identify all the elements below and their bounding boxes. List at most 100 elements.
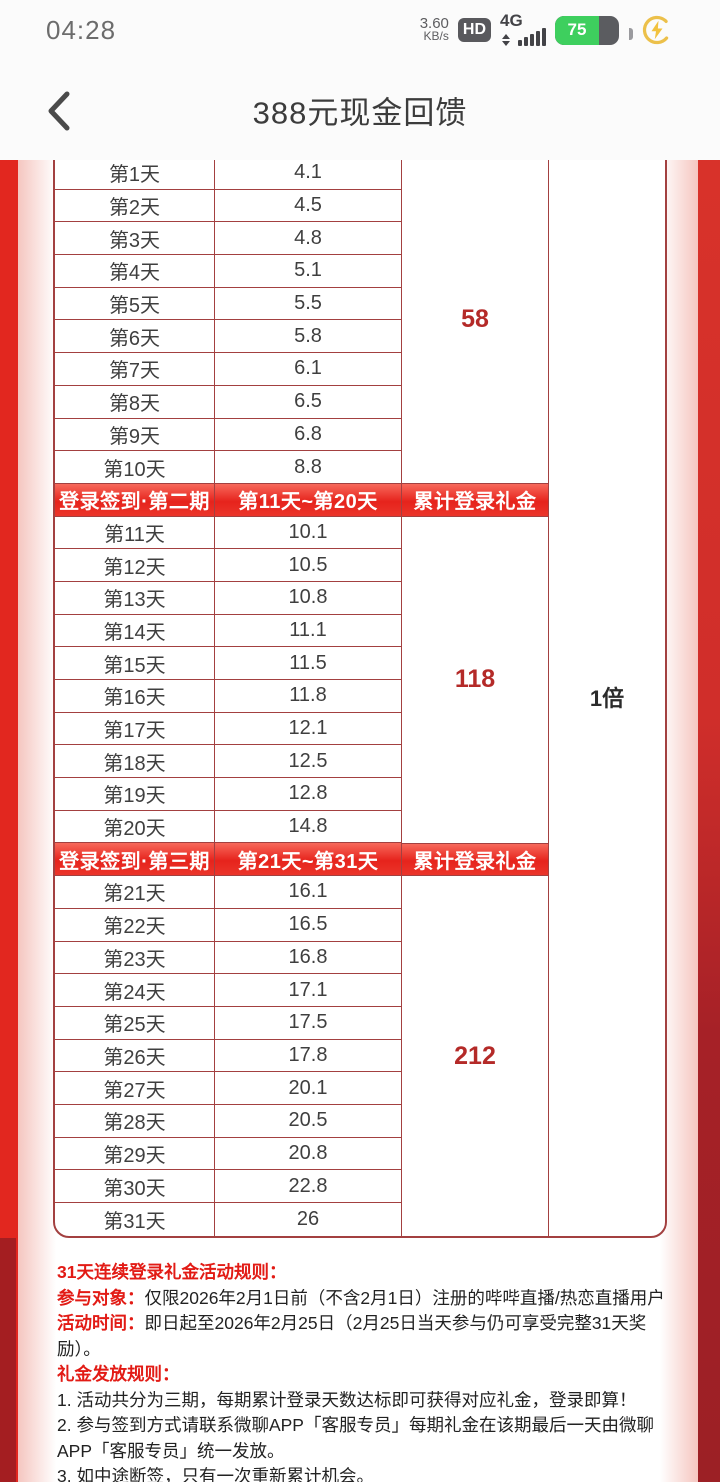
amount-cell: 6.5 <box>215 386 401 419</box>
background-right-band <box>697 160 720 1482</box>
amount-cell: 5.8 <box>215 320 401 354</box>
amount-cell: 20.1 <box>215 1072 401 1105</box>
data-updown-arrows-icon <box>502 34 510 46</box>
rules-audience-label: 参与对象： <box>57 1287 145 1308</box>
amount-cell: 14.8 <box>215 811 401 844</box>
day-cell: 第17天 <box>55 713 214 746</box>
cumulative-total: 58 <box>461 305 489 334</box>
column-multiplier: 1倍 <box>549 160 665 1236</box>
day-cell: 第10天 <box>55 451 214 484</box>
cumulative-header: 累计登录礼金 <box>402 843 548 877</box>
day-cell: 第19天 <box>55 778 214 811</box>
day-cell: 第3天 <box>55 222 214 256</box>
signal-bars-icon <box>518 28 546 46</box>
day-cell: 第2天 <box>55 190 214 223</box>
column-cumulative: 58 累计登录礼金 118 累计登录礼金 212 <box>402 160 549 1236</box>
hd-volte-icon: HD <box>457 18 491 42</box>
amount-cell: 12.5 <box>215 745 401 779</box>
amount-cell: 22.8 <box>215 1170 401 1203</box>
activity-rules: 31天连续登录礼金活动规则： 参与对象：仅限2026年2月1日前（不含2月1日）… <box>57 1260 669 1482</box>
amount-cell: 17.1 <box>215 974 401 1007</box>
cellular-signal-icon: 4G <box>500 11 546 47</box>
back-button[interactable] <box>36 88 80 134</box>
amount-cell: 10.5 <box>215 549 401 582</box>
day-cell: 第4天 <box>55 255 214 288</box>
period-3-header: 登录签到·第三期 <box>55 843 214 877</box>
day-cell: 第9天 <box>55 419 214 452</box>
chevron-left-icon <box>48 91 70 131</box>
amount-cell: 10.1 <box>215 517 401 550</box>
day-cell: 第27天 <box>55 1072 214 1105</box>
status-bar: 04:28 3.60 KB/s HD 4G 75 <box>0 0 720 60</box>
column-amount: 4.1 4.5 4.8 5.1 5.5 5.8 6.1 6.5 6.8 8.8 … <box>215 160 402 1236</box>
day-cell: 第24天 <box>55 974 214 1007</box>
cumulative-cell-period-3: 212 <box>402 876 548 1236</box>
network-speed: 3.60 KB/s <box>419 15 449 43</box>
day-cell: 第22天 <box>55 909 214 942</box>
amount-cell: 5.5 <box>215 288 401 321</box>
status-icons: 3.60 KB/s HD 4G 75 <box>419 11 672 47</box>
rules-time-label: 活动时间： <box>57 1313 145 1333</box>
day-cell: 第12天 <box>55 549 214 582</box>
amount-cell: 11.1 <box>215 615 401 648</box>
page-title: 388元现金回馈 <box>252 95 468 131</box>
multiplier-cell: 1倍 <box>589 685 625 711</box>
rules-item-3: 3. 如中途断签，只有一次重新累计机会。 <box>57 1466 374 1482</box>
cumulative-cell-period-2: 118 <box>402 517 548 844</box>
day-cell: 第15天 <box>55 647 214 680</box>
period-2-header: 登录签到·第二期 <box>55 483 214 517</box>
amount-cell: 20.5 <box>215 1105 401 1138</box>
day-cell: 第18天 <box>55 745 214 779</box>
day-cell: 第30天 <box>55 1170 214 1203</box>
amount-cell: 6.1 <box>215 353 401 386</box>
background-left-dark-strip <box>0 1238 16 1482</box>
day-cell: 第29天 <box>55 1138 214 1171</box>
rules-time: 活动时间：即日起至2026年2月25日（2月25日当天参与仍可享受完整31天奖励… <box>57 1311 669 1362</box>
amount-cell: 6.8 <box>215 419 401 452</box>
amount-cell: 26 <box>296 1207 320 1230</box>
signin-reward-table: 第1天 第2天 第3天 第4天 第5天 第6天 第7天 第8天 第9天 第10天… <box>53 160 667 1238</box>
rules-item-1: 1. 活动共分为三期，每期累计登录天数达标即可获得对应礼金，登录即算！ <box>57 1389 637 1410</box>
day-cell: 第5天 <box>55 288 214 321</box>
page-content[interactable]: 第1天 第2天 第3天 第4天 第5天 第6天 第7天 第8天 第9天 第10天… <box>0 160 720 1482</box>
amount-cell: 16.8 <box>215 942 401 975</box>
day-cell: 第31天 <box>103 1210 166 1233</box>
cumulative-header: 累计登录礼金 <box>402 483 548 517</box>
day-cell: 第1天 <box>55 160 214 190</box>
day-cell: 第28天 <box>55 1105 214 1138</box>
day-cell: 第23天 <box>55 942 214 975</box>
rules-audience-text: 仅限2026年2月1日前（不含2月1日）注册的哔哔直播/热恋直播用户 <box>144 1287 665 1308</box>
battery-nub <box>629 28 633 40</box>
rules-time-text: 即日起至2026年2月25日（2月25日当天参与仍可享受完整31天奖励）。 <box>57 1313 647 1359</box>
day-cell: 第14天 <box>55 615 214 648</box>
amount-cell: 12.8 <box>215 778 401 811</box>
battery-icon: 75 <box>555 15 619 45</box>
amount-cell: 16.1 <box>215 876 401 909</box>
rules-title: 31天连续登录礼金活动规则： <box>57 1262 287 1282</box>
amount-cell: 11.5 <box>215 647 401 680</box>
rules-payout-title: 礼金发放规则： <box>57 1364 180 1384</box>
cumulative-total: 118 <box>454 665 496 694</box>
amount-cell: 4.8 <box>215 222 401 256</box>
amount-cell: 10.8 <box>215 582 401 615</box>
column-day: 第1天 第2天 第3天 第4天 第5天 第6天 第7天 第8天 第9天 第10天… <box>55 160 215 1236</box>
day-cell: 第8天 <box>55 386 214 419</box>
day-cell: 第25天 <box>55 1007 214 1040</box>
day-cell: 第21天 <box>55 876 214 909</box>
rules-audience: 参与对象：仅限2026年2月1日前（不含2月1日）注册的哔哔直播/热恋直播用户 <box>57 1286 669 1312</box>
nav-bar: 388元现金回馈 <box>0 60 720 160</box>
amount-cell: 5.1 <box>215 255 401 288</box>
amount-cell: 4.5 <box>215 190 401 223</box>
amount-cell: 20.8 <box>215 1138 401 1171</box>
amount-cell: 12.1 <box>215 713 401 746</box>
clock: 04:28 <box>46 14 117 45</box>
cumulative-cell-period-1: 58 <box>402 160 548 484</box>
power-saver-icon <box>642 15 672 45</box>
amount-cell: 11.8 <box>215 680 401 713</box>
day-cell: 第20天 <box>55 811 214 844</box>
day-cell: 第26天 <box>55 1040 214 1073</box>
amount-cell: 17.5 <box>215 1007 401 1040</box>
cumulative-total: 212 <box>454 1041 496 1070</box>
rules-item-2: 2. 参与签到方式请联系微聊APP「客服专员」每期礼金在该期最后一天由微聊APP… <box>57 1415 654 1461</box>
